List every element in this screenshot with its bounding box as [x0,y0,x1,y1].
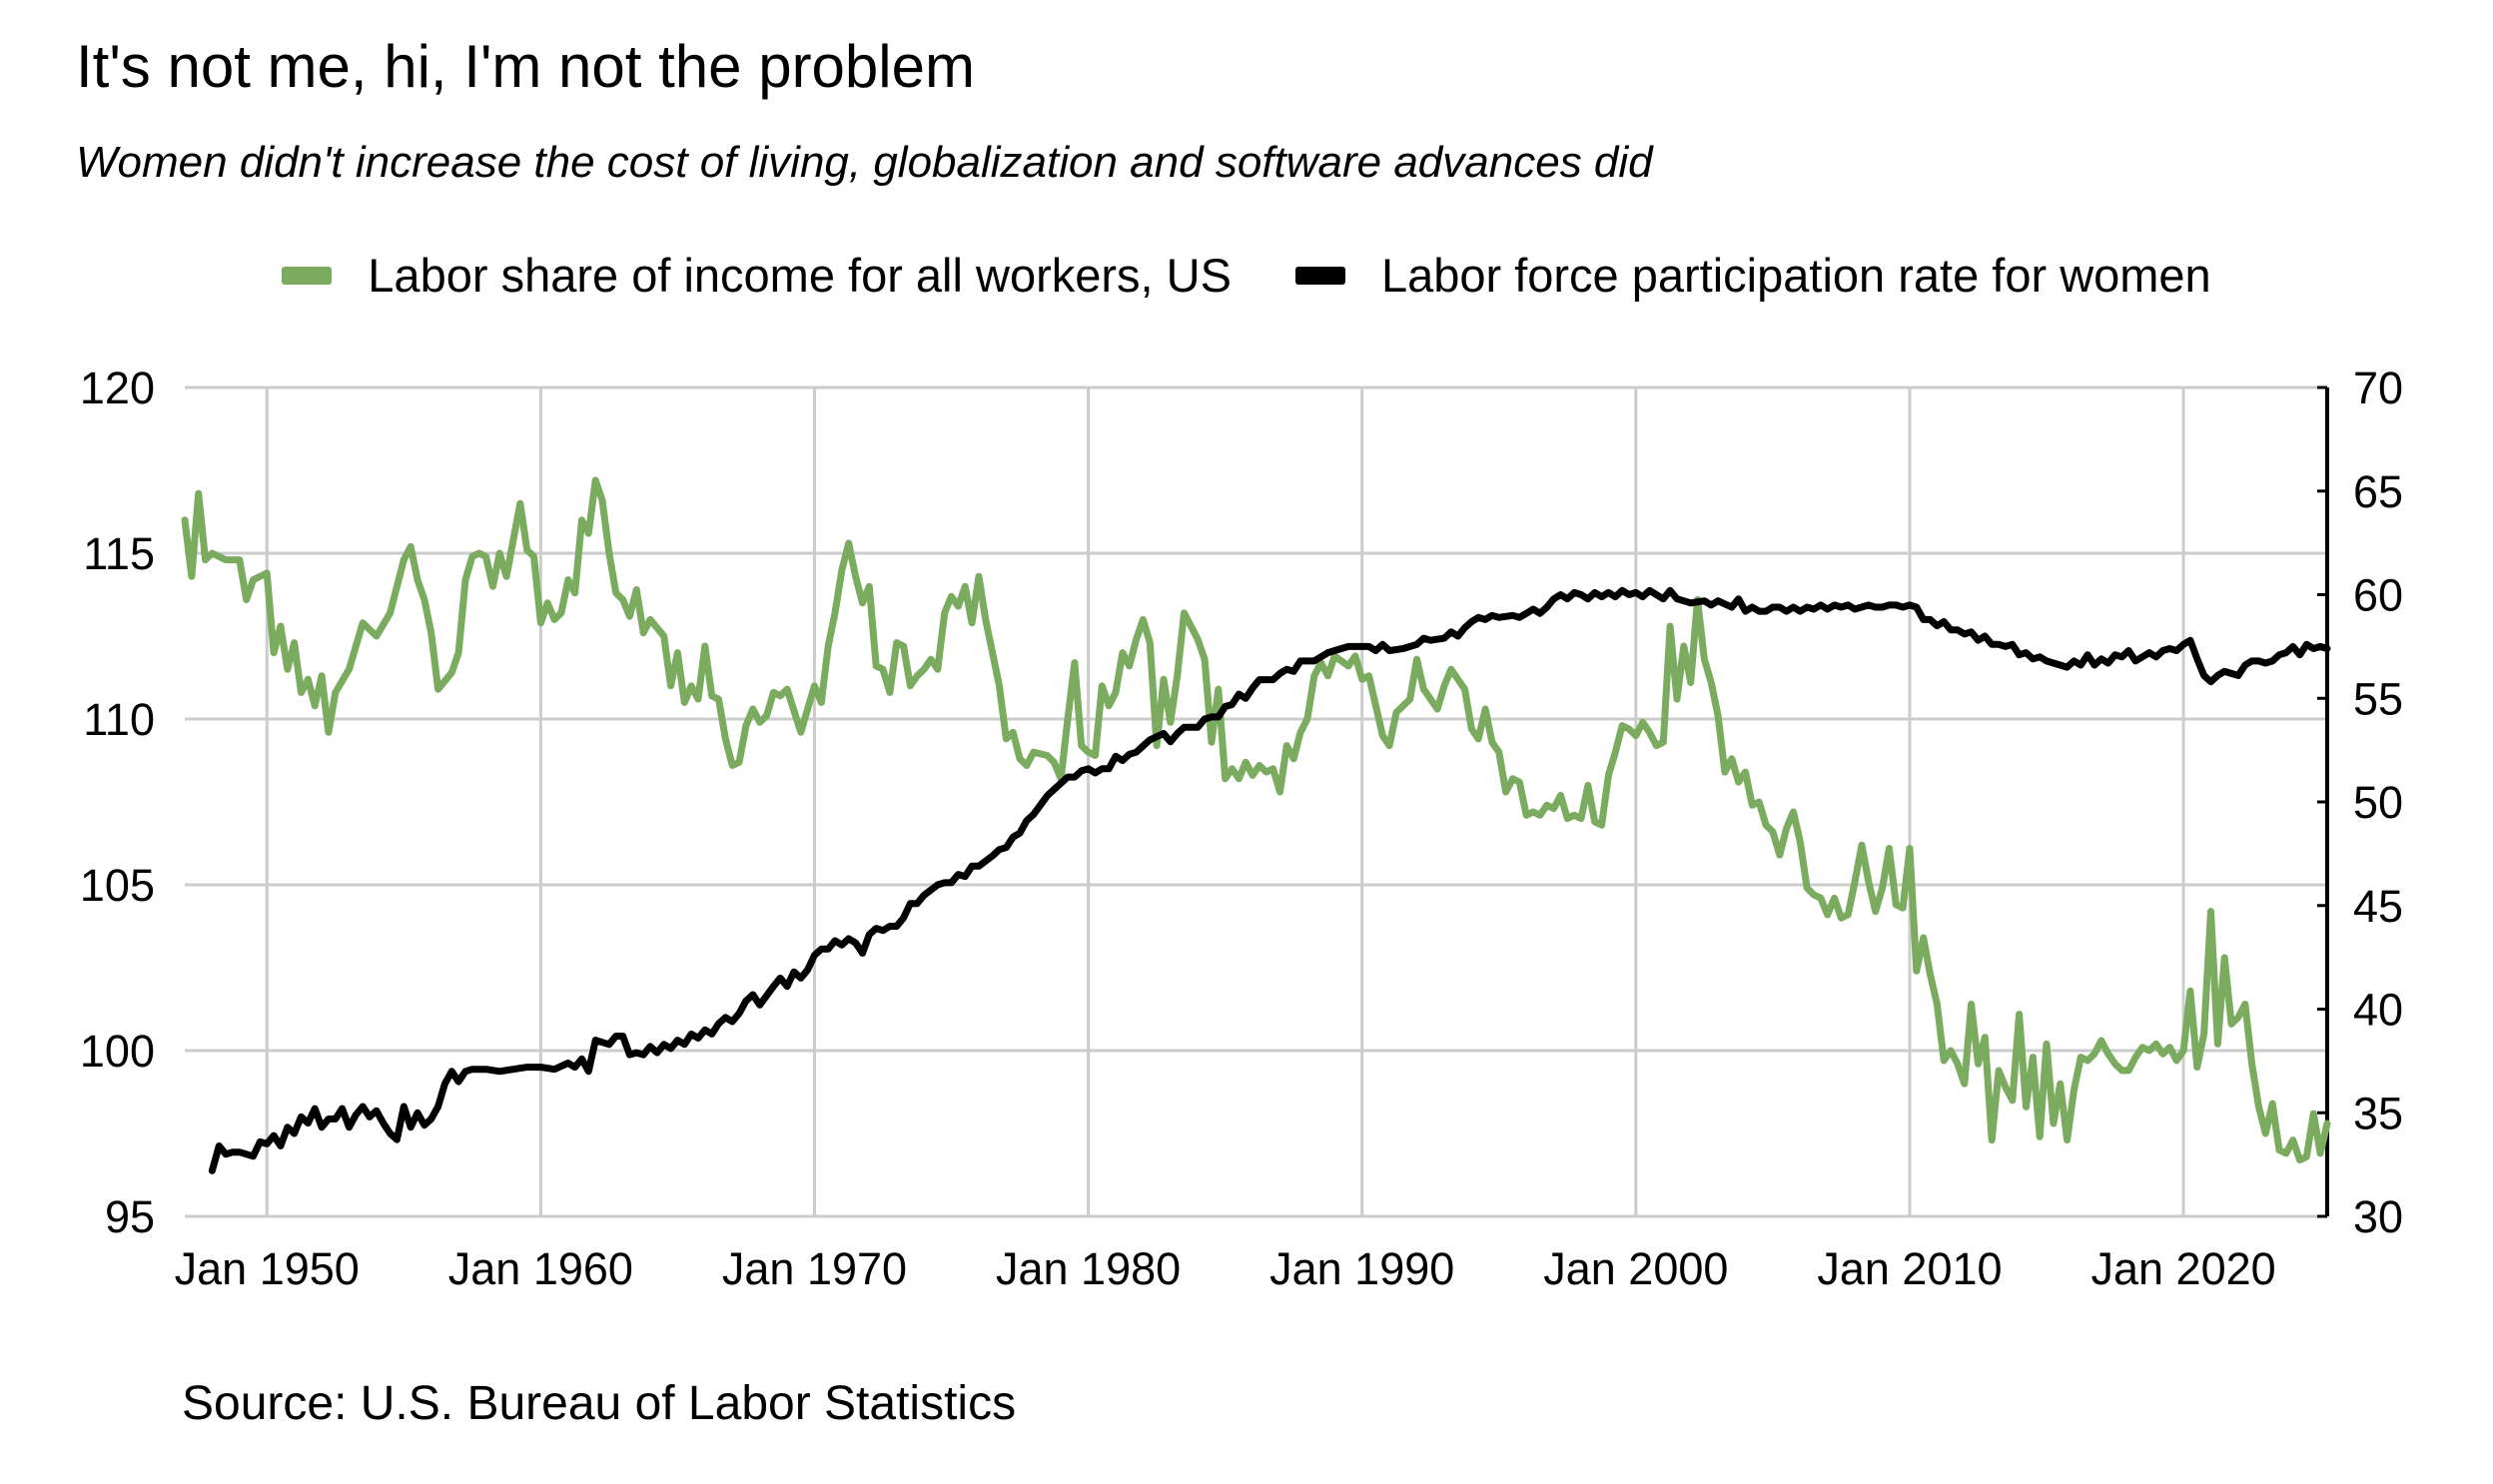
y-left-tick-label: 100 [80,1026,155,1077]
y-right-tick-label: 30 [2353,1191,2403,1242]
source-note: Source: U.S. Bureau of Labor Statistics [182,1377,1017,1430]
y-right-tick-label: 35 [2353,1088,2403,1138]
y-right-tick-label: 50 [2353,777,2403,828]
series-line-women-participation [208,586,2331,1174]
y-left-tick-label: 120 [80,363,155,413]
x-tick-label: Jan 1980 [996,1243,1181,1294]
x-tick-label: Jan 2010 [1817,1243,2002,1294]
legend-item-labor-share[interactable]: Labor share of income for all workers, U… [282,248,1232,303]
chart-subtitle: Women didn't increase the cost of living… [76,138,1653,187]
series-lines [181,476,2331,1174]
legend-swatch-women-participation [1294,266,1345,285]
x-tick-label: Jan 1960 [448,1243,633,1294]
y-right-tick-label: 70 [2353,363,2403,413]
x-tick-label: Jan 1990 [1269,1243,1454,1294]
legend-label-labor-share: Labor share of income for all workers, U… [368,249,1232,302]
y-left-tick-label: 110 [83,694,155,745]
y-left-tick-label: 105 [80,860,155,911]
y-right-tick-label: 65 [2353,466,2403,517]
chart-title: It's not me, hi, I'm not the problem [76,33,975,100]
x-tick-label: Jan 1970 [722,1243,907,1294]
gridlines [185,385,2327,1218]
legend-label-women-participation: Labor force participation rate for women [1380,249,2211,302]
y-right-tick-label: 45 [2353,881,2403,932]
y-right-tick-label: 60 [2353,570,2403,621]
axes: 95 100 105 110 115 120 Jan 1950 Jan 1960 Jan 197… [80,363,2403,1294]
y-left-tick-label: 95 [105,1191,155,1242]
y-right-tick-label: 40 [2353,985,2403,1036]
legend-swatch-labor-share [282,266,333,285]
y-left-tick-label: 115 [83,528,155,579]
series-line-labor-share [181,476,2331,1164]
x-tick-label: Jan 1950 [175,1243,360,1294]
x-tick-label: Jan 2000 [1543,1243,1728,1294]
legend-item-women-participation[interactable]: Labor force participation rate for women [1294,248,2211,303]
legend: Labor share of income for all workers, U… [0,248,2493,303]
x-tick-label: Jan 2020 [2091,1243,2276,1294]
y-right-tick-label: 55 [2353,673,2403,724]
